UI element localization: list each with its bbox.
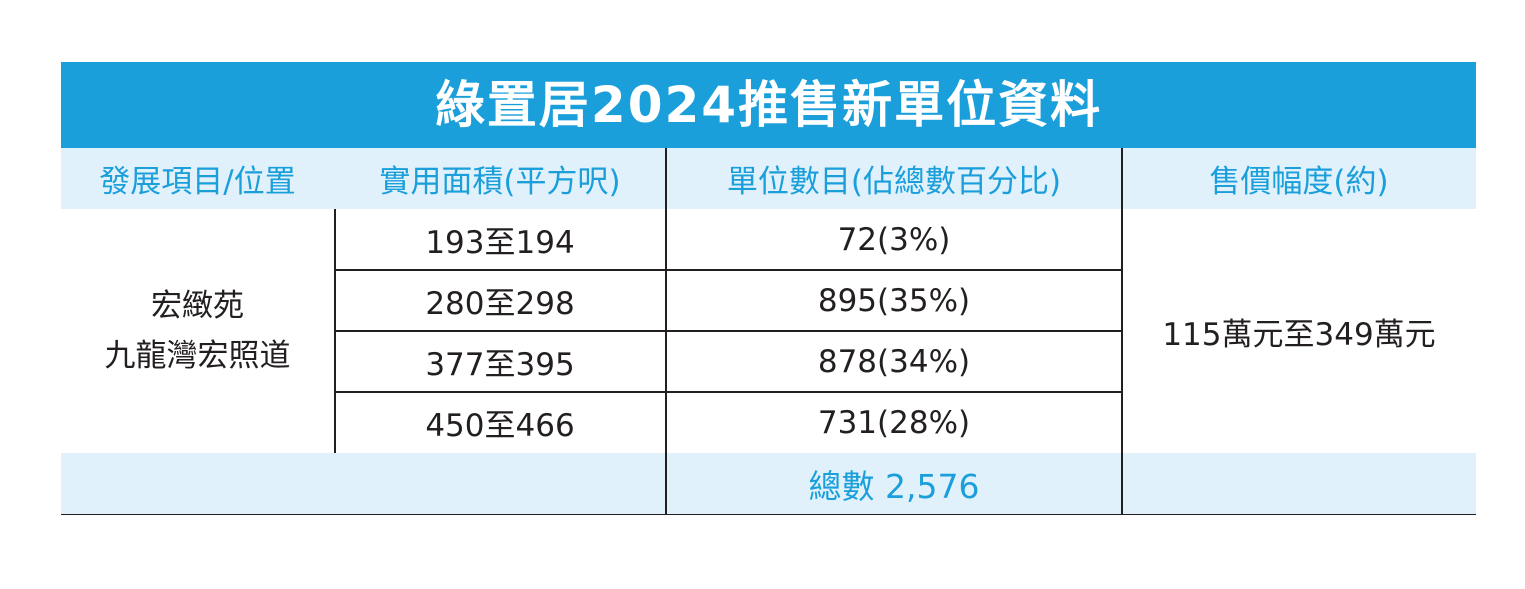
divider-v-2 <box>665 148 667 515</box>
header-project: 發展項目/位置 <box>99 164 296 200</box>
project-cell: 宏緻苑 九龍灣宏照道 <box>61 209 334 453</box>
total-cell: 總數 2,576 <box>808 466 980 506</box>
header-area: 實用面積(平方呎) <box>379 164 621 200</box>
table-title: 綠置居2024推售新單位資料 <box>61 62 1476 148</box>
header-row: 發展項目/位置 實用面積(平方呎) 單位數目(佔總數百分比) 售價幅度(約) <box>61 148 1476 209</box>
unit-info-table: 綠置居2024推售新單位資料 發展項目/位置 實用面積(平方呎) 單位數目(佔總… <box>61 62 1476 515</box>
units-cell-3: 878(34%) <box>817 343 971 380</box>
project-location: 九龍灣宏照道 <box>104 338 291 374</box>
area-cell-3: 377至395 <box>425 347 575 383</box>
area-cell-2: 280至298 <box>425 286 575 322</box>
divider-v-3 <box>1121 148 1123 515</box>
units-cell-2: 895(35%) <box>817 282 971 319</box>
area-cell-4: 450至466 <box>425 408 575 444</box>
total-row: 總數 2,576 <box>61 453 1476 514</box>
divider-h-2 <box>334 330 1122 332</box>
divider-h-3 <box>334 391 1122 393</box>
price-range-cell: 115萬元至349萬元 <box>1162 316 1436 353</box>
header-units: 單位數目(佔總數百分比) <box>726 164 1062 200</box>
header-price: 售價幅度(約) <box>1209 164 1389 200</box>
project-name: 宏緻苑 <box>151 288 244 324</box>
area-cell-1: 193至194 <box>425 225 575 261</box>
units-cell-1: 72(3%) <box>837 221 951 258</box>
units-cell-4: 731(28%) <box>817 404 971 441</box>
divider-h-1 <box>334 269 1122 271</box>
